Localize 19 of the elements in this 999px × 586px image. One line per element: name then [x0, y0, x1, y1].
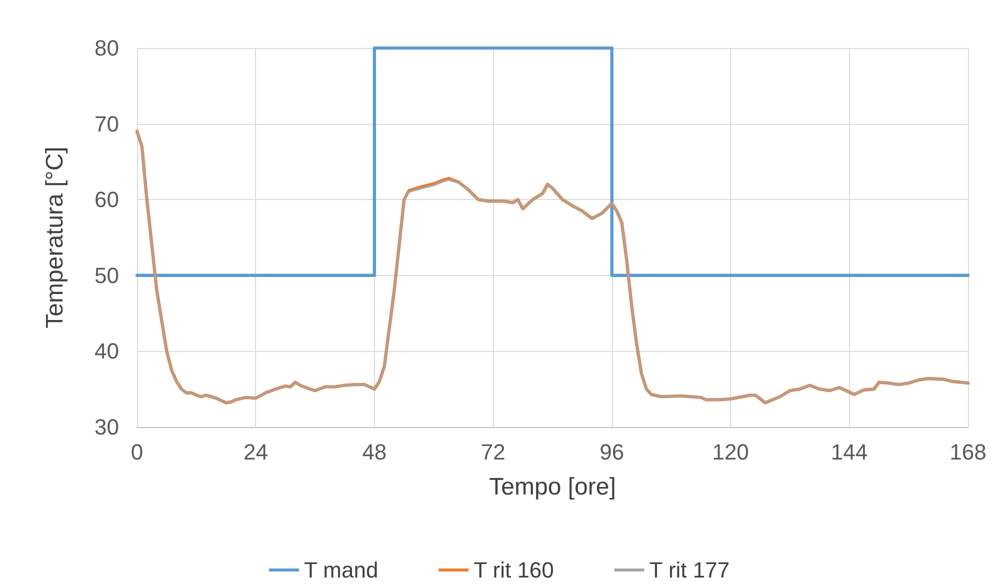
x-tick-label: 168	[950, 440, 986, 464]
x-tick-label: 48	[362, 440, 387, 464]
legend-label: T rit 177	[649, 558, 730, 582]
x-tick-label: 0	[130, 440, 144, 464]
y-tick-label: 70	[94, 111, 119, 136]
x-axis-title: Tempo [ore]	[489, 474, 616, 500]
x-tick-label: 24	[243, 440, 268, 464]
y-tick-label: 60	[94, 187, 119, 212]
y-axis-title: Temperatura [°C]	[42, 146, 68, 328]
x-tick-label: 144	[830, 440, 868, 464]
y-tick-label: 80	[94, 36, 119, 60]
x-tick-label: 120	[712, 440, 749, 464]
y-tick-label: 50	[94, 262, 119, 288]
y-tick-label: 30	[94, 414, 119, 440]
legend-label: T mand	[304, 558, 378, 582]
y-tick-label: 40	[94, 338, 119, 364]
x-tick-label: 72	[480, 440, 506, 464]
legend-label: T rit 160	[474, 558, 554, 582]
x-tick-label: 96	[600, 440, 624, 464]
